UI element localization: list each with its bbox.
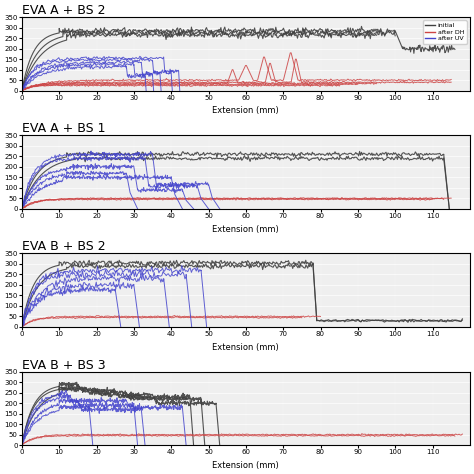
Legend: initial, after DH, after UV: initial, after DH, after UV	[423, 20, 467, 44]
Text: EVA B + BS 3: EVA B + BS 3	[22, 359, 105, 372]
Text: EVA A + BS 2: EVA A + BS 2	[22, 4, 105, 17]
Text: EVA B + BS 2: EVA B + BS 2	[22, 240, 105, 254]
X-axis label: Extension (mm): Extension (mm)	[212, 225, 279, 234]
X-axis label: Extension (mm): Extension (mm)	[212, 106, 279, 115]
X-axis label: Extension (mm): Extension (mm)	[212, 461, 279, 470]
X-axis label: Extension (mm): Extension (mm)	[212, 343, 279, 352]
Text: EVA A + BS 1: EVA A + BS 1	[22, 122, 105, 135]
